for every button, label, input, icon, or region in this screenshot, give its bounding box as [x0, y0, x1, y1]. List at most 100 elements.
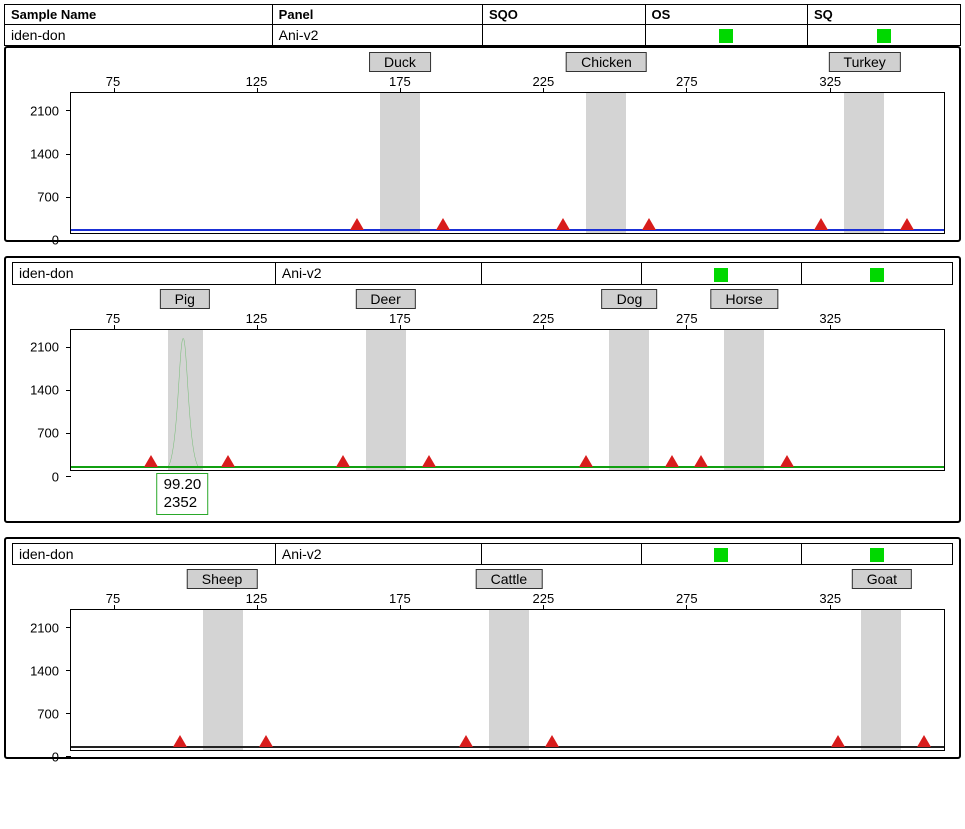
size-marker-icon	[422, 455, 436, 467]
size-marker-icon	[556, 218, 570, 230]
size-marker-icon	[350, 218, 364, 230]
bin-region	[489, 610, 529, 750]
x-tick-label: 75	[106, 591, 120, 606]
chart-wrap: DuckChickenTurkey75125175225275325070014…	[12, 52, 953, 234]
x-tick-label: 325	[819, 591, 841, 606]
size-marker-icon	[173, 735, 187, 747]
plot-area: 070014002100	[70, 92, 945, 234]
panel-os-status	[642, 544, 802, 564]
header-sqo	[482, 25, 645, 46]
panel-sqo	[482, 263, 642, 283]
plot-area: 070014002100	[70, 329, 945, 471]
panel-sq-status	[802, 263, 952, 283]
panel-sq-status	[802, 544, 952, 564]
marker-label-dog[interactable]: Dog	[602, 289, 658, 309]
y-tick-label: 0	[52, 749, 59, 764]
size-marker-icon	[545, 735, 559, 747]
marker-row: Pig Deer Dog Horse	[70, 289, 945, 311]
peak-trace	[71, 330, 944, 470]
y-tick-label: 1400	[30, 383, 59, 398]
marker-row: Duck Chicken Turkey	[70, 52, 945, 74]
bin-region	[844, 93, 884, 233]
sq-status-icon	[877, 29, 891, 43]
x-tick-label: 225	[533, 311, 555, 326]
y-tick-label: 2100	[30, 340, 59, 355]
y-tick-label: 2100	[30, 620, 59, 635]
y-tick-label: 700	[37, 426, 59, 441]
marker-row: Sheep Cattle Goat	[70, 569, 945, 591]
y-tick-label: 1400	[30, 147, 59, 162]
marker-label-turkey[interactable]: Turkey	[829, 52, 901, 72]
chart-wrap: PigDeerDogHorse7512517522527532507001400…	[12, 289, 953, 515]
size-marker-icon	[579, 455, 593, 467]
x-tick-label: 125	[246, 591, 268, 606]
size-marker-icon	[144, 455, 158, 467]
header-sample-name: iden-don	[5, 25, 273, 46]
x-tick-label: 75	[106, 74, 120, 89]
size-marker-icon	[336, 455, 350, 467]
size-marker-icon	[900, 218, 914, 230]
col-sample-name: Sample Name	[5, 5, 273, 25]
y-tick-label: 700	[37, 706, 59, 721]
marker-label-goat[interactable]: Goat	[852, 569, 912, 589]
panel-sample-name: iden-don	[13, 263, 276, 283]
panel-header: iden-donAni-v2	[12, 262, 953, 284]
x-tick-label: 225	[533, 74, 555, 89]
peak-size: 99.20	[164, 476, 202, 494]
col-panel: Panel	[272, 5, 482, 25]
size-marker-icon	[259, 735, 273, 747]
y-tick-label: 0	[52, 469, 59, 484]
chart-wrap: Sheep Cattle Goat 75 125 175 225 275 325 07001400…	[12, 569, 953, 751]
status-square-icon	[714, 548, 728, 562]
panel-panel-name: Ani-v2	[276, 263, 483, 283]
peak-height: 2352	[164, 494, 202, 512]
size-marker-icon	[694, 455, 708, 467]
panel-panel-name: Ani-v2	[276, 544, 483, 564]
col-sqo: SQO	[482, 5, 645, 25]
x-tick-label: 275	[676, 74, 698, 89]
header-panel: Ani-v2	[272, 25, 482, 46]
size-marker-icon	[642, 218, 656, 230]
header-table: Sample Name Panel SQO OS SQ iden-don Ani…	[4, 4, 961, 46]
y-tick-label: 700	[37, 190, 59, 205]
marker-label-duck[interactable]: Duck	[369, 52, 431, 72]
status-square-icon	[714, 268, 728, 282]
electropherogram-panel: iden-donAni-v2 Sheep Cattle Goat 75 125 175 225…	[4, 537, 961, 759]
size-marker-icon	[814, 218, 828, 230]
col-sq: SQ	[808, 5, 961, 25]
size-marker-icon	[665, 455, 679, 467]
panel-header: iden-donAni-v2	[12, 543, 953, 565]
x-tick-label: 225	[533, 591, 555, 606]
panel-sample-name: iden-don	[13, 544, 276, 564]
marker-label-sheep[interactable]: Sheep	[187, 569, 257, 589]
plot-area: 070014002100	[70, 609, 945, 751]
x-tick-label: 175	[389, 74, 411, 89]
peak-callout: 99.202352	[157, 473, 209, 515]
y-tick-label: 0	[52, 233, 59, 248]
bin-region	[380, 93, 420, 233]
x-tick-label: 325	[819, 311, 841, 326]
marker-label-horse[interactable]: Horse	[710, 289, 777, 309]
size-marker-icon	[221, 455, 235, 467]
bin-region	[203, 610, 243, 750]
size-marker-icon	[780, 455, 794, 467]
x-tick-label: 325	[819, 74, 841, 89]
bin-region	[586, 93, 626, 233]
y-axis: 070014002100	[13, 86, 65, 240]
marker-label-chicken[interactable]: Chicken	[566, 52, 647, 72]
os-status-icon	[719, 29, 733, 43]
electropherogram-panel: iden-donAni-v2PigDeerDogHorse75125175225…	[4, 256, 961, 522]
panel-os-status	[642, 263, 802, 283]
x-tick-label: 175	[389, 591, 411, 606]
status-square-icon	[870, 548, 884, 562]
marker-label-cattle[interactable]: Cattle	[476, 569, 543, 589]
status-square-icon	[870, 268, 884, 282]
size-marker-icon	[436, 218, 450, 230]
size-marker-icon	[831, 735, 845, 747]
trace-baseline	[71, 746, 944, 748]
marker-label-pig[interactable]: Pig	[160, 289, 210, 309]
marker-label-deer[interactable]: Deer	[355, 289, 415, 309]
x-tick-label: 275	[676, 591, 698, 606]
y-axis: 070014002100	[13, 323, 65, 477]
col-os: OS	[645, 5, 808, 25]
